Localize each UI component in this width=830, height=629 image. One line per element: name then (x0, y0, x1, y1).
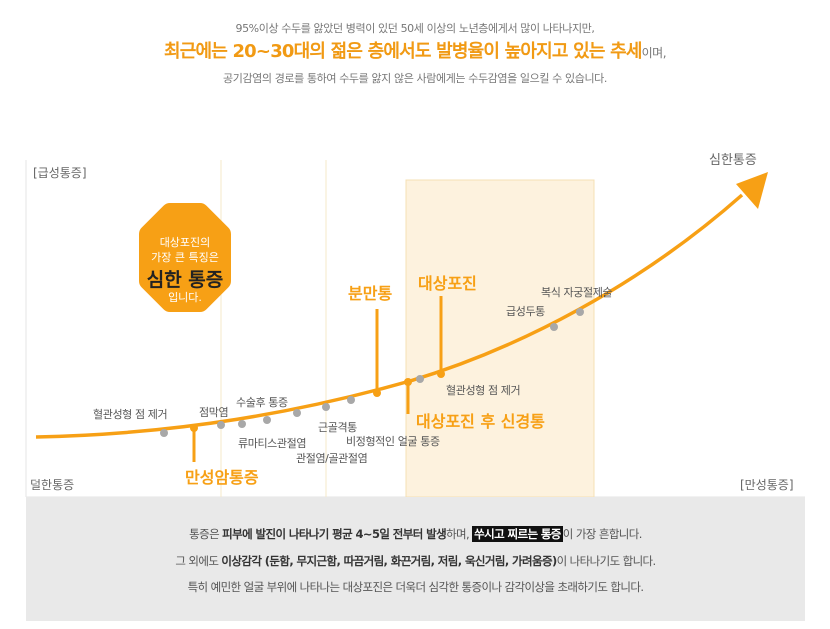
curve-point (160, 429, 168, 437)
note-emphasis: 피부에 발진이 나타나기 평균 4~5일 전부터 발생 (222, 527, 447, 541)
note-text: 이 가장 흔합니다. (562, 527, 643, 541)
marker-chronic-dot (190, 424, 198, 432)
point-label: 혈관성형 점 제거 (446, 383, 520, 397)
point-label: 수술후 통증 (236, 396, 288, 409)
curve-point (550, 323, 558, 331)
marker-labor-label: 분만통 (348, 284, 392, 303)
marker-labor-dot (373, 389, 381, 397)
curve-point (576, 308, 584, 316)
note-text: 그 외에도 (175, 554, 222, 568)
curve-point (217, 421, 225, 429)
point-label: 급성두통 (506, 305, 545, 318)
intro-line-3: 공기감염의 경로를 통하여 수두를 앓지 않은 사람에게는 수두감염을 일으킬 … (223, 72, 607, 85)
axis-label-severe: 심한통증 (709, 153, 757, 168)
point-label: 관절염/골관절염 (296, 452, 367, 465)
curve-point (416, 375, 424, 383)
marker-post-shingles-dot (404, 378, 412, 386)
note-line-2: 그 외에도 이상감각 (둔함, 무지근함, 따끔거림, 화끈거림, 저림, 욱신… (26, 553, 805, 569)
badge-line-4: 입니다. (168, 291, 202, 304)
point-label: 혈관성형 점 제거 (93, 407, 167, 421)
axis-label-chronic: [만성통증] (740, 478, 794, 492)
note-text: 통증은 (189, 527, 223, 541)
marker-chronic-label: 만성암통증 (185, 468, 259, 487)
point-label: 비정형적인 얼굴 통증 (346, 434, 440, 448)
note-text: 하며, (446, 527, 473, 541)
note-line-1: 통증은 피부에 발진이 나타나기 평균 4~5일 전부터 발생하며, 쑤시고 찌… (26, 526, 805, 542)
marker-shingles-dot (437, 370, 445, 378)
intro-highlight: 최근에는 20~30대의 젊은 층에서도 발병율이 높아지고 있는 추세 (163, 41, 642, 62)
axis-label-mild: 덜한통증 (30, 478, 74, 492)
curve-point (347, 396, 355, 404)
shingles-band (405, 179, 595, 498)
point-label: 점막염 (199, 406, 228, 419)
marker-shingles-label: 대상포진 (418, 274, 477, 293)
point-label: 복식 자궁절제술 (541, 286, 612, 299)
badge-line-3: 심한 통증 (147, 269, 224, 291)
note-highlight: 쑤시고 찌르는 통증 (472, 526, 563, 542)
axis-label-acute: [급성통증] (33, 166, 87, 180)
badge-line-1: 대상포진의 (160, 236, 211, 249)
badge-octagon (139, 203, 231, 312)
point-label: 류마티스관절염 (238, 437, 306, 450)
intro-line-2: 최근에는 20~30대의 젊은 층에서도 발병율이 높아지고 있는 추세이며, (0, 37, 830, 63)
curve-arrowhead (736, 172, 768, 209)
point-label: 근골격통 (318, 421, 357, 434)
note-box: 통증은 피부에 발진이 나타나기 평균 4~5일 전부터 발생하며, 쑤시고 찌… (26, 497, 805, 621)
marker-post-shingles-label: 대상포진 후 신경통 (416, 412, 545, 431)
curve-point (263, 416, 271, 424)
badge-line-2: 가장 큰 특징은 (151, 251, 219, 264)
curve-point (322, 403, 330, 411)
curve-point (293, 409, 301, 417)
note-emphasis: 이상감각 (둔함, 무지근함, 따끔거림, 화끈거림, 저림, 욱신거림, 가려… (221, 554, 557, 568)
note-text: 이 나타나기도 합니다. (556, 554, 657, 568)
note-line-3: 특히 예민한 얼굴 부위에 나타나는 대상포진은 더욱더 심각한 통증이나 감각… (187, 580, 644, 594)
curve-point (238, 420, 246, 428)
intro-suffix: 이며, (641, 46, 667, 60)
intro-line-1: 95%이상 수두를 앓았던 병력이 있던 50세 이상의 노년층에게서 많이 나… (235, 22, 595, 35)
